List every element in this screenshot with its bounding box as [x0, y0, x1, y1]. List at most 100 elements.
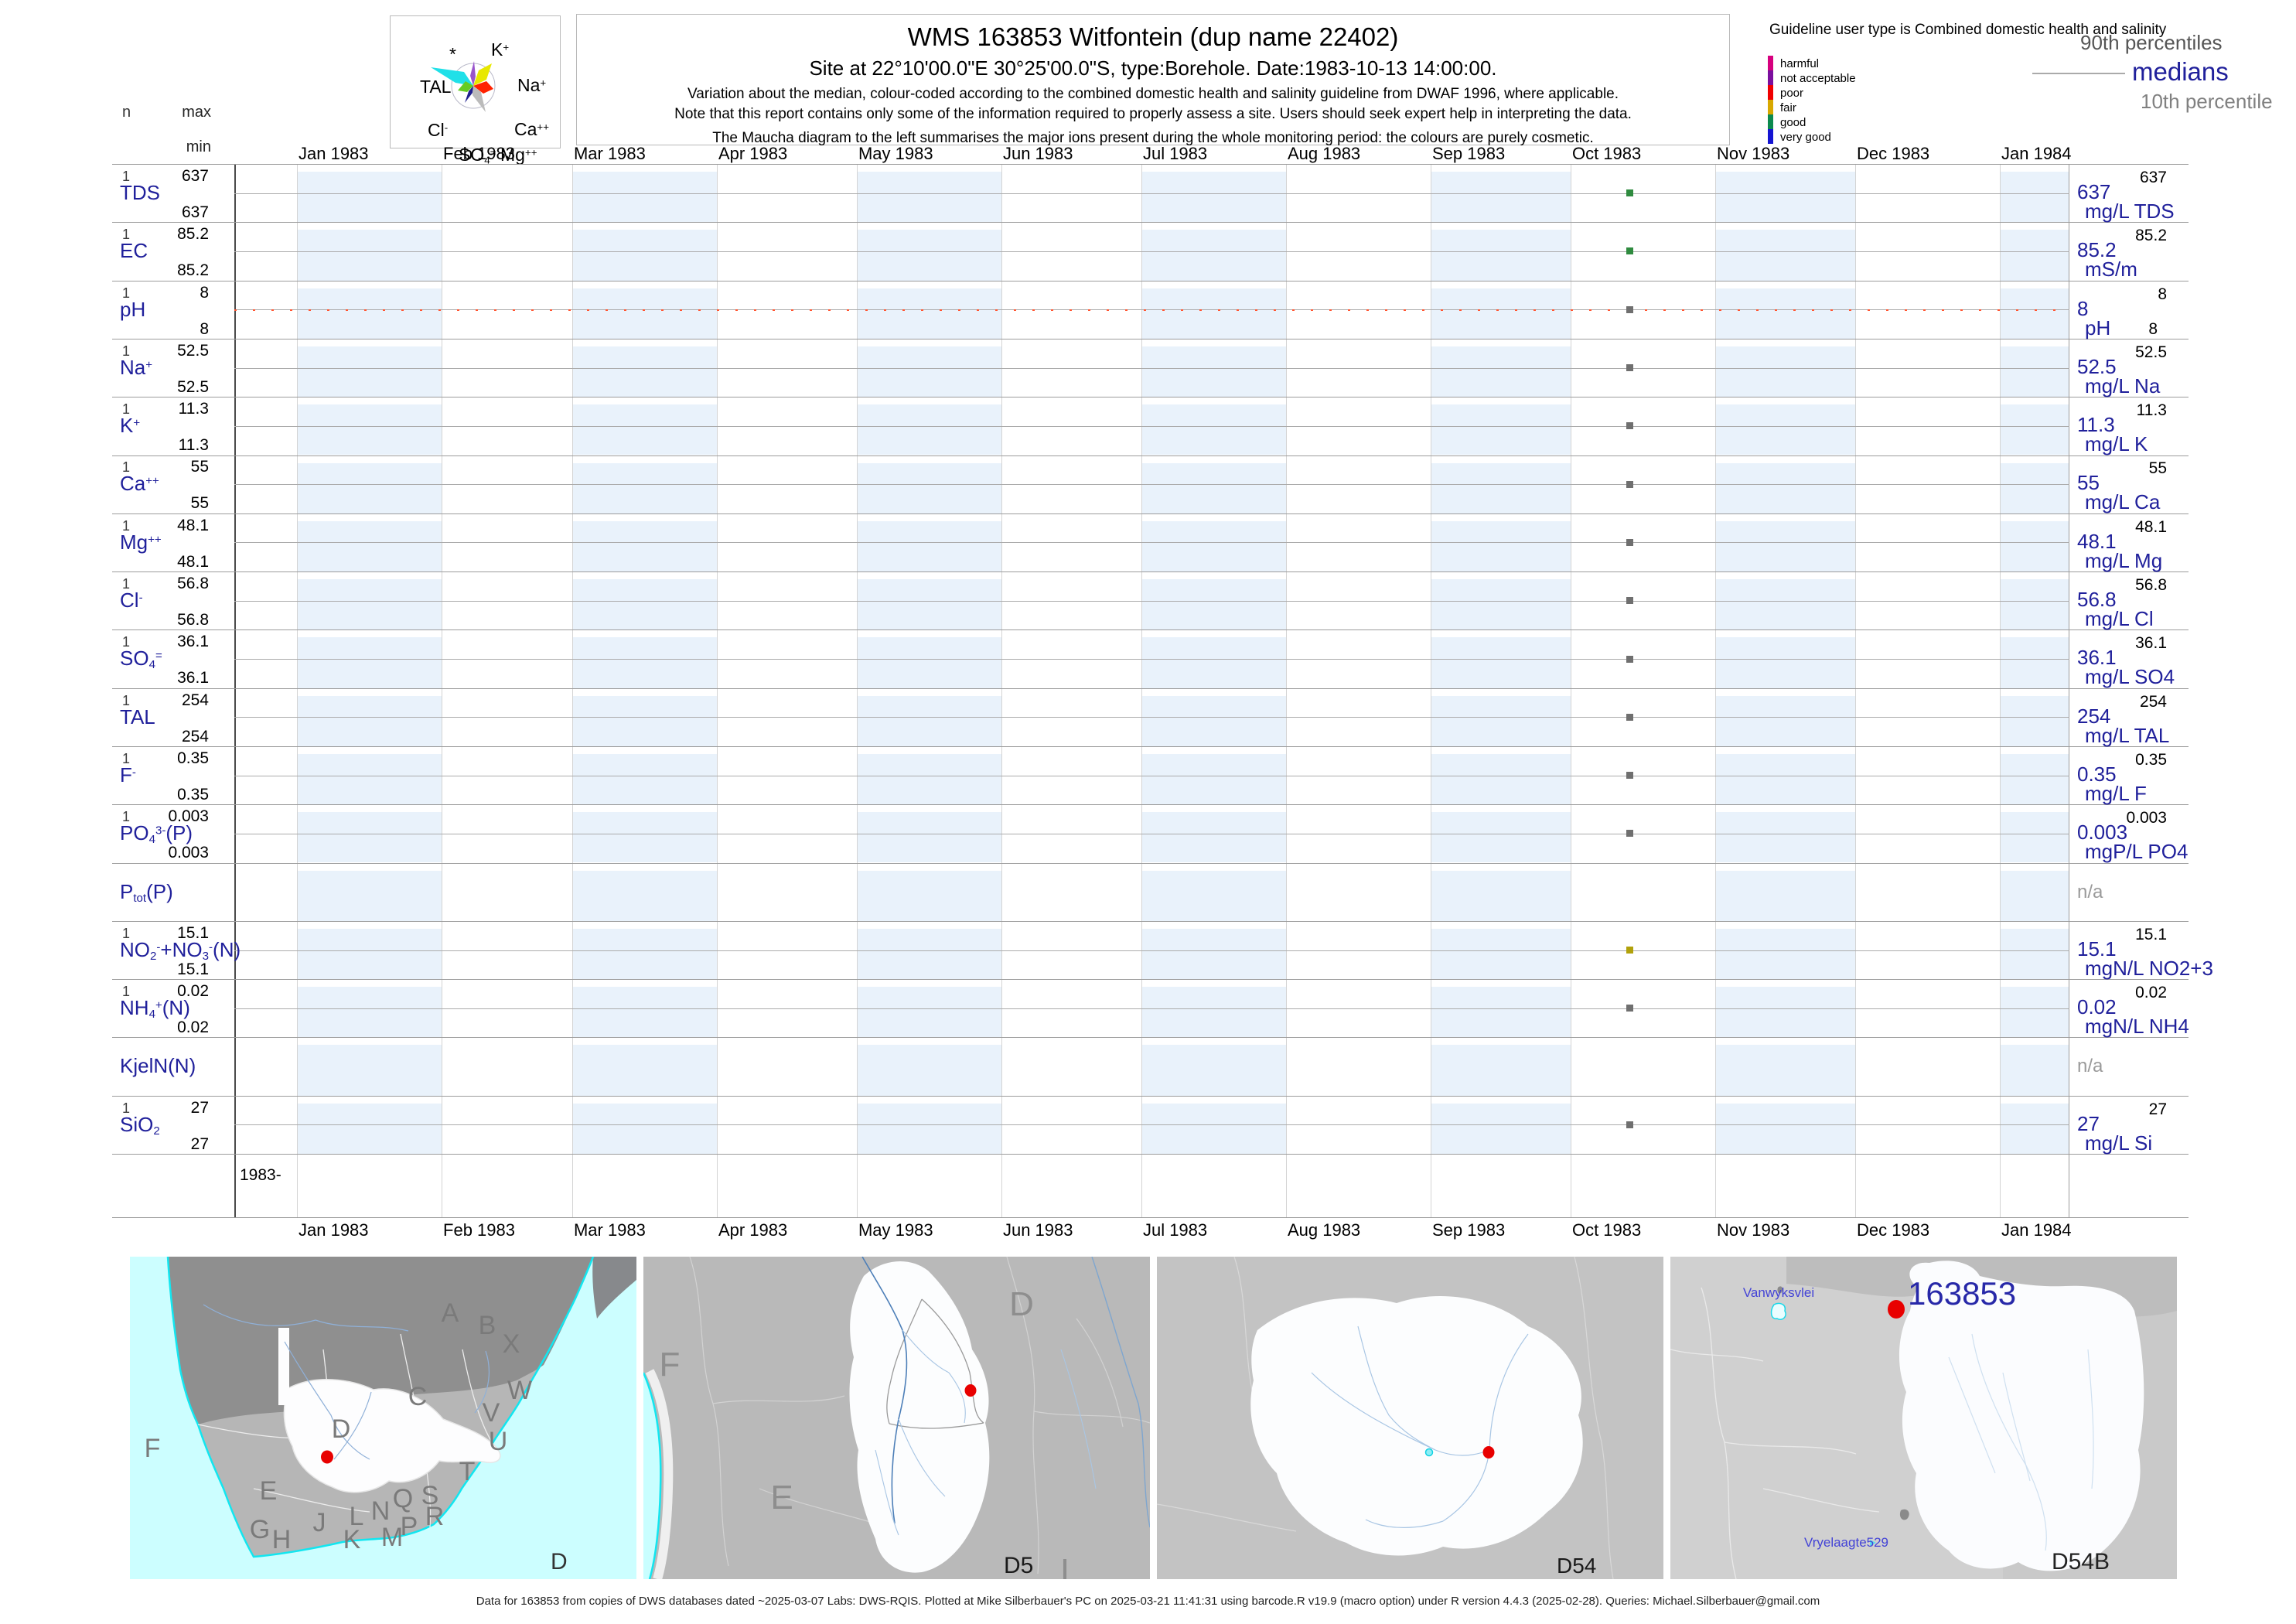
- p90-value: 254: [2139, 692, 2167, 711]
- legend-class-label: harmful: [1780, 57, 1820, 70]
- row-border: [112, 862, 2189, 864]
- month-stripe: [571, 579, 717, 630]
- drainage-letter: L: [350, 1502, 364, 1531]
- month-stripe: [297, 404, 442, 455]
- land-mozambique: [592, 1257, 636, 1319]
- data-point: [1626, 247, 1633, 255]
- month-stripe: [571, 520, 717, 572]
- n-value: 1: [122, 692, 131, 708]
- min-value: 8: [200, 319, 209, 338]
- row-border: [112, 979, 2189, 981]
- data-point: [1626, 480, 1633, 488]
- unit-label: mg/L F: [2085, 781, 2147, 805]
- month-stripe: [1715, 462, 1855, 513]
- n-value: 1: [122, 576, 131, 592]
- median-line: [234, 367, 2069, 369]
- site-marker: [1888, 1300, 1905, 1319]
- month-stripe: [2000, 520, 2069, 572]
- max-value: 0.003: [168, 807, 209, 826]
- p90-value: 15.1: [2135, 925, 2167, 943]
- month-label-bottom: Jul 1983: [1142, 1220, 1208, 1240]
- unit-label: mg/L Cl: [2085, 607, 2154, 631]
- month-stripe: [1431, 870, 1571, 921]
- month-stripe: [1715, 928, 1855, 980]
- month-stripe: [2000, 987, 2069, 1038]
- row-border: [112, 1095, 2189, 1097]
- month-label-top: Sep 1983: [1431, 144, 1506, 163]
- month-label-top: Oct 1983: [1571, 144, 1642, 163]
- param-label: Mg++: [120, 530, 162, 554]
- month-gridline: [571, 164, 573, 1217]
- min-value: 55: [190, 494, 209, 513]
- month-stripe: [2000, 1045, 2069, 1096]
- month-stripe: [856, 288, 1001, 339]
- median-value: 8: [2077, 296, 2089, 320]
- month-label-top: Jun 1983: [1002, 144, 1073, 163]
- max-value: 48.1: [177, 516, 209, 534]
- report-note-2: Note that this report contains only some…: [674, 106, 1632, 122]
- row-border: [112, 687, 2189, 689]
- month-stripe: [297, 172, 442, 223]
- partial-year-label: 1983-: [240, 1166, 281, 1184]
- stats-header-max: max: [182, 104, 211, 121]
- month-stripe: [571, 812, 717, 863]
- map-catchment-d54: D54: [1156, 1256, 1663, 1580]
- month-stripe: [1431, 230, 1571, 281]
- rivers: [861, 1256, 1151, 1536]
- month-stripe: [1141, 172, 1286, 223]
- month-label-top: May 1983: [858, 144, 933, 163]
- month-stripe: [571, 637, 717, 688]
- param-label: SiO2: [120, 1112, 160, 1138]
- unit-label: mg/L K: [2085, 432, 2148, 456]
- panel-corner-label: D5: [1004, 1553, 1033, 1578]
- param-label: NO2-+NO3-(N): [120, 937, 241, 963]
- row-border: [112, 920, 2189, 922]
- land-northern-neighbours: [168, 1257, 593, 1424]
- maucha-ion-label: SO4=: [459, 145, 496, 166]
- month-stripe: [1141, 753, 1286, 805]
- drainage-letter: H: [272, 1525, 292, 1554]
- n-value: 1: [122, 634, 131, 650]
- param-label: KjelN(N): [120, 1054, 196, 1078]
- param-label: Na+: [120, 355, 153, 379]
- row-border: [112, 513, 2189, 514]
- catchment-d5: [849, 1261, 990, 1573]
- vanwyksvlei-lake: [1770, 1302, 1786, 1320]
- month-stripe: [1431, 637, 1571, 688]
- month-gridline: [717, 164, 718, 1217]
- n-value: 1: [122, 401, 131, 418]
- month-stripe: [297, 812, 442, 863]
- legend-swatch-good: [1768, 114, 1773, 129]
- p90-value: 8: [2158, 285, 2167, 303]
- month-label-bottom: Dec 1983: [1856, 1220, 1930, 1240]
- month-gridline: [1001, 164, 1002, 1217]
- median-line: [234, 193, 2069, 194]
- month-label-bottom: Oct 1983: [1571, 1220, 1642, 1240]
- month-stripe: [1431, 753, 1571, 805]
- median-value: 36.1: [2077, 646, 2117, 670]
- pan-marker: [1424, 1448, 1434, 1457]
- month-stripe: [1715, 230, 1855, 281]
- param-label: TDS: [120, 181, 160, 204]
- month-stripe: [1141, 288, 1286, 339]
- maucha-ion-label: Na+: [517, 75, 547, 95]
- data-point: [1626, 655, 1633, 663]
- row-border: [112, 745, 2189, 747]
- month-stripe: [1141, 230, 1286, 281]
- month-stripe: [571, 288, 717, 339]
- data-point: [1626, 1005, 1633, 1012]
- n-value: 1: [122, 285, 131, 301]
- median-value: 254: [2077, 704, 2111, 728]
- param-label: SO4=: [120, 647, 162, 672]
- month-stripe: [297, 346, 442, 397]
- month-stripe: [1141, 520, 1286, 572]
- median-line: [234, 1008, 2069, 1009]
- guideline-color-bar: [1768, 56, 1773, 144]
- median-line: [234, 251, 2069, 252]
- month-stripe: [297, 928, 442, 980]
- p10-value: 8: [2148, 319, 2158, 338]
- month-stripe: [856, 928, 1001, 980]
- month-label-bottom: Apr 1983: [718, 1220, 788, 1240]
- min-value: 15.1: [177, 960, 209, 978]
- month-stripe: [1431, 346, 1571, 397]
